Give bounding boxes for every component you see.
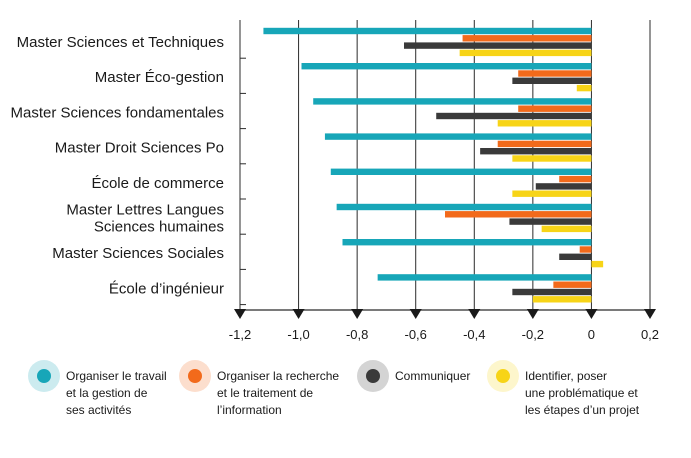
- bar-s2-c3: [480, 148, 592, 155]
- x-tick-label-0: -1,2: [229, 327, 251, 342]
- bar-s0-c5: [336, 203, 592, 211]
- category-label-7: École d’ingénieur: [109, 280, 224, 297]
- bar-s0-c6: [342, 239, 592, 246]
- x-tick-label-3: -0,6: [405, 327, 427, 342]
- bar-s1-c0: [462, 35, 592, 42]
- bar-s3-c4: [512, 190, 592, 197]
- x-tick-marker-6: [585, 309, 598, 319]
- category-label-4: École de commerce: [91, 175, 224, 192]
- bar-s3-c6: [591, 260, 604, 268]
- bar-s2-c7: [512, 288, 592, 296]
- legend-marker-3: [496, 369, 510, 383]
- x-tick-marker-2: [351, 309, 364, 319]
- x-tick-label-6: 0: [588, 327, 595, 342]
- bar-s0-c7: [377, 274, 592, 281]
- bar-s3-c1: [576, 84, 592, 92]
- x-tick-marker-1: [292, 309, 305, 319]
- bar-s3-c0: [459, 49, 592, 57]
- category-label-2: Master Sciences fondamentales: [11, 104, 224, 121]
- legend-label-3-line-1: une problématique et: [525, 386, 638, 400]
- bar-s3-c2: [497, 120, 592, 127]
- bar-s2-c2: [436, 112, 592, 120]
- legend-label-0-line-2: ses activités: [66, 403, 131, 417]
- legend-marker-1: [188, 369, 202, 383]
- legend-label-1-line-2: l’information: [217, 403, 282, 417]
- bar-s1-c3: [497, 140, 592, 148]
- category-label-0: Master Sciences et Techniques: [17, 34, 224, 51]
- category-label-6: Master Sciences Sociales: [52, 245, 224, 262]
- x-tick-label-7: 0,2: [641, 327, 659, 342]
- legend-label-0-line-0: Organiser le travail: [66, 369, 167, 383]
- bar-s2-c1: [512, 77, 592, 84]
- x-tick-marker-5: [526, 309, 539, 319]
- legend-label-1-line-1: et le traitement de: [217, 386, 313, 400]
- bar-s1-c4: [559, 175, 592, 183]
- bar-s2-c4: [535, 183, 592, 190]
- bar-s1-c7: [553, 281, 592, 288]
- bar-s1-c5: [445, 211, 592, 218]
- category-label-3: Master Droit Sciences Po: [55, 140, 224, 157]
- x-tick-label-1: -1,0: [287, 327, 309, 342]
- category-label-5-line-0: Master Lettres Langues: [66, 202, 224, 219]
- bar-s3-c3: [512, 155, 592, 162]
- x-tick-label-2: -0,8: [346, 327, 368, 342]
- bar-s1-c6: [579, 246, 592, 253]
- x-tick-label-5: -0,2: [522, 327, 544, 342]
- bar-s0-c1: [301, 63, 592, 70]
- x-tick-marker-7: [644, 309, 656, 319]
- x-tick-marker-0: [234, 309, 246, 319]
- bar-s1-c2: [518, 105, 592, 112]
- category-label-5-line-1: Sciences humaines: [94, 219, 224, 236]
- legend-marker-2: [366, 369, 380, 383]
- x-tick-marker-3: [409, 309, 422, 319]
- legend-label-0-line-1: et la gestion de: [66, 386, 148, 400]
- legend-marker-0: [37, 369, 51, 383]
- bar-s2-c6: [559, 253, 592, 260]
- legend-label-3-line-0: Identifier, poser: [525, 369, 607, 383]
- bar-s0-c0: [263, 27, 592, 35]
- x-tick-label-4: -0,4: [463, 327, 485, 342]
- bar-s0-c3: [324, 133, 592, 140]
- category-label-1: Master Éco-gestion: [95, 69, 224, 86]
- legend-label-1-line-0: Organiser la recherche: [217, 369, 339, 383]
- x-tick-marker-4: [468, 309, 481, 319]
- legend-label-2-line-0: Communiquer: [395, 369, 470, 383]
- bar-s2-c0: [404, 42, 592, 49]
- bar-s0-c4: [330, 168, 592, 175]
- bar-s1-c1: [518, 70, 592, 77]
- bar-s2-c5: [509, 218, 592, 225]
- bar-s3-c5: [541, 225, 592, 233]
- legend-label-3-line-2: les étapes d’un projet: [525, 403, 640, 417]
- bar-s3-c7: [532, 296, 592, 303]
- bar-s0-c2: [313, 98, 592, 105]
